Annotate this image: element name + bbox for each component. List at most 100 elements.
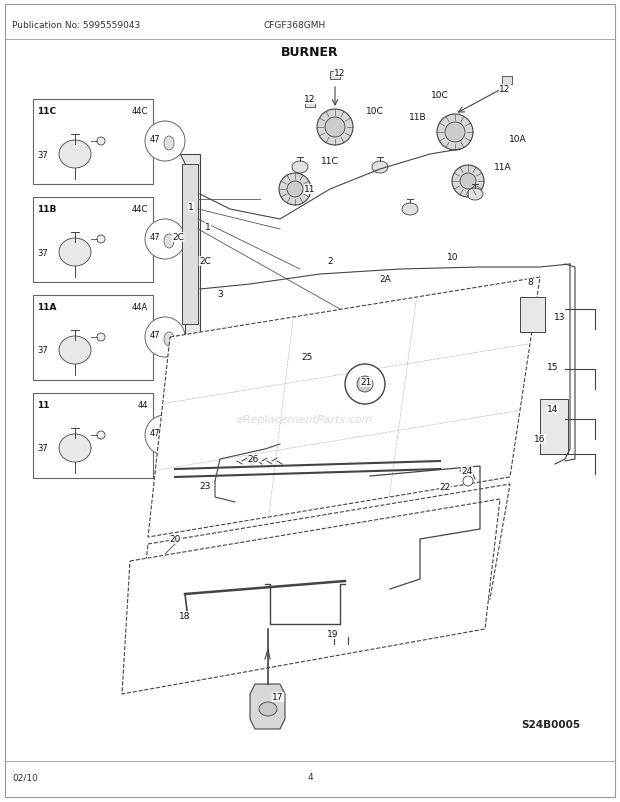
Text: 2A: 2A [379,275,391,284]
Text: 22: 22 [440,483,451,492]
Circle shape [145,318,185,358]
Text: 10C: 10C [431,91,449,99]
Ellipse shape [59,239,91,267]
Text: 11B: 11B [409,113,427,123]
Text: 21: 21 [360,378,371,387]
Text: 1: 1 [205,223,211,233]
Ellipse shape [372,162,388,174]
Text: 11C: 11C [321,157,339,166]
Text: 2C: 2C [172,233,184,242]
Text: 2: 2 [327,257,333,266]
Text: 47: 47 [149,429,161,438]
Circle shape [145,415,185,456]
Circle shape [460,174,476,190]
Circle shape [452,166,484,198]
Text: 25: 25 [301,353,312,362]
Text: 11: 11 [304,185,316,194]
Bar [520,298,545,333]
Circle shape [279,174,311,206]
Ellipse shape [59,435,91,463]
Text: 37: 37 [37,444,48,453]
Bar [305,100,315,107]
Text: BURNER: BURNER [281,46,339,59]
Text: 37: 37 [37,346,48,355]
Ellipse shape [292,162,308,174]
Text: 2C: 2C [199,257,211,266]
Ellipse shape [402,204,418,216]
Circle shape [325,118,345,138]
Ellipse shape [164,235,174,249]
Bar [33,394,153,479]
Text: 47: 47 [149,233,161,242]
Bar [502,77,512,85]
Bar [540,399,568,455]
Text: 11: 11 [37,400,50,410]
Text: 10: 10 [447,253,459,262]
Text: 02/10: 02/10 [12,772,38,781]
Bar [182,164,198,325]
Text: eReplacementParts.com: eReplacementParts.com [237,415,373,424]
Polygon shape [148,277,540,537]
Bar [33,100,153,184]
Circle shape [463,476,473,486]
Ellipse shape [164,137,174,151]
Text: 1: 1 [188,203,194,213]
Text: 14: 14 [547,405,559,414]
Circle shape [345,365,385,404]
Text: 44C: 44C [131,205,148,214]
Text: Publication No: 5995559043: Publication No: 5995559043 [12,21,140,30]
Text: 10A: 10A [509,136,527,144]
Circle shape [145,122,185,162]
Circle shape [317,110,353,146]
Text: 26: 26 [247,455,259,464]
Circle shape [357,376,373,392]
Text: 47: 47 [149,331,161,340]
Circle shape [437,115,473,151]
Circle shape [97,236,105,244]
Bar [33,198,153,282]
Text: 10C: 10C [366,107,384,116]
Ellipse shape [164,431,174,444]
Text: 13: 13 [554,313,565,322]
Text: 11A: 11A [494,164,512,172]
Text: 15: 15 [547,363,559,372]
Polygon shape [180,155,200,339]
Text: 44: 44 [138,400,148,410]
Text: 23: 23 [199,482,211,491]
Polygon shape [135,484,510,659]
Text: 24: 24 [461,467,472,476]
Bar [33,296,153,380]
Text: 16: 16 [534,435,546,444]
Text: 8: 8 [527,278,533,287]
Text: 12: 12 [304,95,316,104]
Text: 11C: 11C [37,107,56,115]
Text: 47: 47 [149,136,161,144]
Text: 12: 12 [499,85,511,95]
Circle shape [445,123,465,143]
Circle shape [97,431,105,439]
Text: 3: 3 [217,290,223,299]
Ellipse shape [467,188,483,200]
Circle shape [287,182,303,198]
Polygon shape [122,500,500,695]
Bar [330,619,352,638]
Circle shape [145,220,185,260]
Text: 37: 37 [37,150,48,160]
Text: 12: 12 [334,68,346,78]
Text: 18: 18 [179,612,191,621]
Ellipse shape [59,141,91,168]
Text: 20: 20 [169,535,180,544]
Ellipse shape [164,333,174,346]
Text: 11A: 11A [37,302,56,312]
Circle shape [97,138,105,146]
Circle shape [97,334,105,342]
Text: 44C: 44C [131,107,148,115]
Ellipse shape [59,337,91,365]
Polygon shape [250,684,285,729]
Text: CFGF368GMH: CFGF368GMH [264,21,326,30]
Text: 4: 4 [307,772,313,781]
Text: 11B: 11B [37,205,56,214]
Text: 17: 17 [272,693,284,702]
Text: 44A: 44A [131,302,148,312]
Text: S24B0005: S24B0005 [521,719,580,729]
